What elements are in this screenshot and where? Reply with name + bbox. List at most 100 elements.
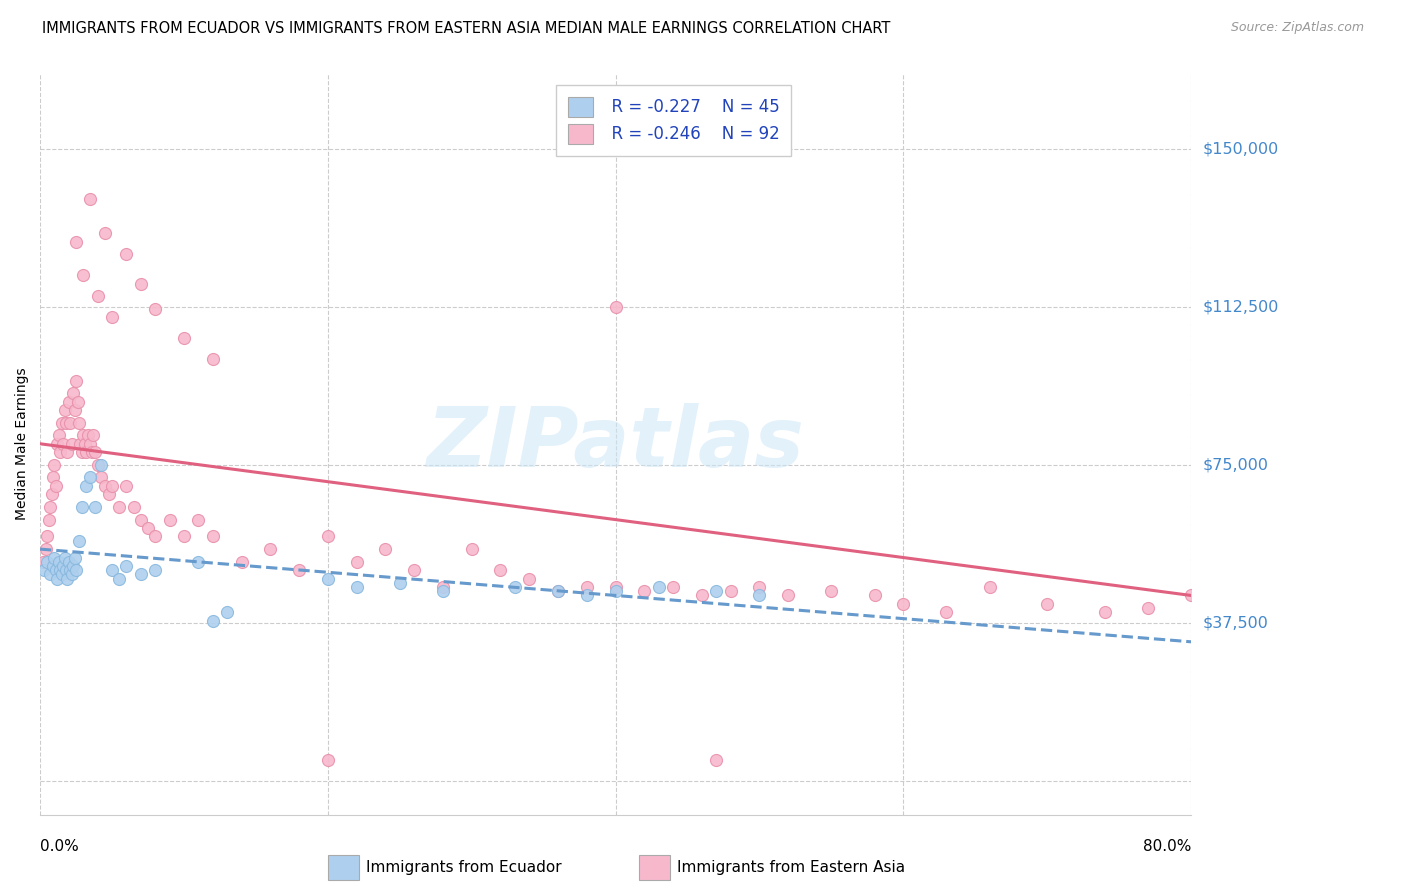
Text: Source: ZipAtlas.com: Source: ZipAtlas.com: [1230, 21, 1364, 34]
Point: [37, 529, 59, 543]
Point: [1094, 605, 1116, 619]
Point: [704, 584, 727, 599]
Point: [75, 479, 97, 493]
Point: [83, 445, 105, 459]
Point: [52, 436, 75, 450]
Point: [605, 580, 627, 594]
Point: [288, 563, 311, 577]
Point: [37, 555, 59, 569]
Point: [59, 416, 82, 430]
Point: [863, 589, 886, 603]
Point: [101, 479, 124, 493]
Point: [46, 436, 69, 450]
Point: [316, 529, 339, 543]
Point: [1036, 597, 1059, 611]
Point: [122, 500, 145, 514]
Point: [62, 558, 84, 573]
Point: [75, 445, 97, 459]
Point: [143, 563, 166, 577]
Point: [129, 513, 152, 527]
Point: [136, 521, 159, 535]
Point: [48, 555, 70, 569]
Point: [39, 567, 62, 582]
Point: [52, 558, 75, 573]
Point: [217, 605, 239, 619]
Point: [70, 500, 93, 514]
Text: 80.0%: 80.0%: [1143, 839, 1191, 855]
Point: [891, 597, 914, 611]
Point: [59, 563, 82, 577]
Point: [748, 580, 770, 594]
Point: [115, 558, 138, 573]
Point: [35, 542, 58, 557]
Point: [605, 584, 627, 599]
Point: [935, 605, 957, 619]
Point: [129, 567, 152, 582]
Point: [80, 445, 103, 459]
Point: [51, 416, 73, 430]
Text: IMMIGRANTS FROM ECUADOR VS IMMIGRANTS FROM EASTERN ASIA MEDIAN MALE EARNINGS COR: IMMIGRANTS FROM ECUADOR VS IMMIGRANTS FR…: [42, 21, 890, 36]
Point: [259, 542, 281, 557]
Point: [143, 301, 166, 316]
Point: [45, 563, 67, 577]
Point: [90, 470, 112, 484]
Point: [60, 567, 83, 582]
Point: [58, 555, 80, 569]
Point: [503, 580, 526, 594]
Point: [44, 550, 66, 565]
Point: [94, 226, 117, 240]
Point: [42, 470, 65, 484]
Point: [79, 436, 101, 450]
Point: [820, 584, 842, 599]
Point: [575, 580, 598, 594]
Point: [1180, 589, 1202, 603]
Point: [58, 394, 80, 409]
Point: [173, 331, 195, 345]
Point: [778, 589, 800, 603]
Point: [83, 500, 105, 514]
Point: [129, 277, 152, 291]
Point: [56, 445, 79, 459]
Point: [39, 500, 62, 514]
Point: [108, 500, 131, 514]
Point: [173, 529, 195, 543]
Text: 0.0%: 0.0%: [41, 839, 79, 855]
Point: [38, 513, 60, 527]
Point: [704, 753, 727, 767]
Point: [187, 555, 209, 569]
Point: [72, 428, 94, 442]
Point: [187, 513, 209, 527]
Text: Immigrants from Eastern Asia: Immigrants from Eastern Asia: [676, 861, 904, 875]
Point: [547, 584, 569, 599]
Point: [49, 445, 72, 459]
Point: [72, 268, 94, 283]
Point: [231, 555, 253, 569]
Point: [633, 584, 655, 599]
Point: [49, 563, 72, 577]
Point: [79, 470, 101, 484]
Text: ZIPatlas: ZIPatlas: [426, 403, 804, 484]
Y-axis label: Median Male Earnings: Median Male Earnings: [15, 368, 30, 520]
Point: [432, 580, 454, 594]
Point: [53, 403, 76, 417]
Point: [605, 300, 627, 314]
Point: [662, 580, 685, 594]
Point: [70, 445, 93, 459]
Point: [547, 584, 569, 599]
Point: [82, 428, 104, 442]
Point: [86, 458, 108, 472]
Text: Immigrants from Ecuador: Immigrants from Ecuador: [366, 861, 561, 875]
Point: [79, 193, 101, 207]
Point: [55, 563, 77, 577]
Point: [53, 550, 76, 565]
Point: [65, 374, 87, 388]
Point: [63, 403, 86, 417]
Point: [720, 584, 742, 599]
Point: [517, 572, 540, 586]
Point: [374, 542, 396, 557]
Point: [201, 352, 224, 367]
Point: [159, 513, 181, 527]
Point: [42, 558, 65, 573]
Point: [32, 555, 55, 569]
Point: [86, 289, 108, 303]
